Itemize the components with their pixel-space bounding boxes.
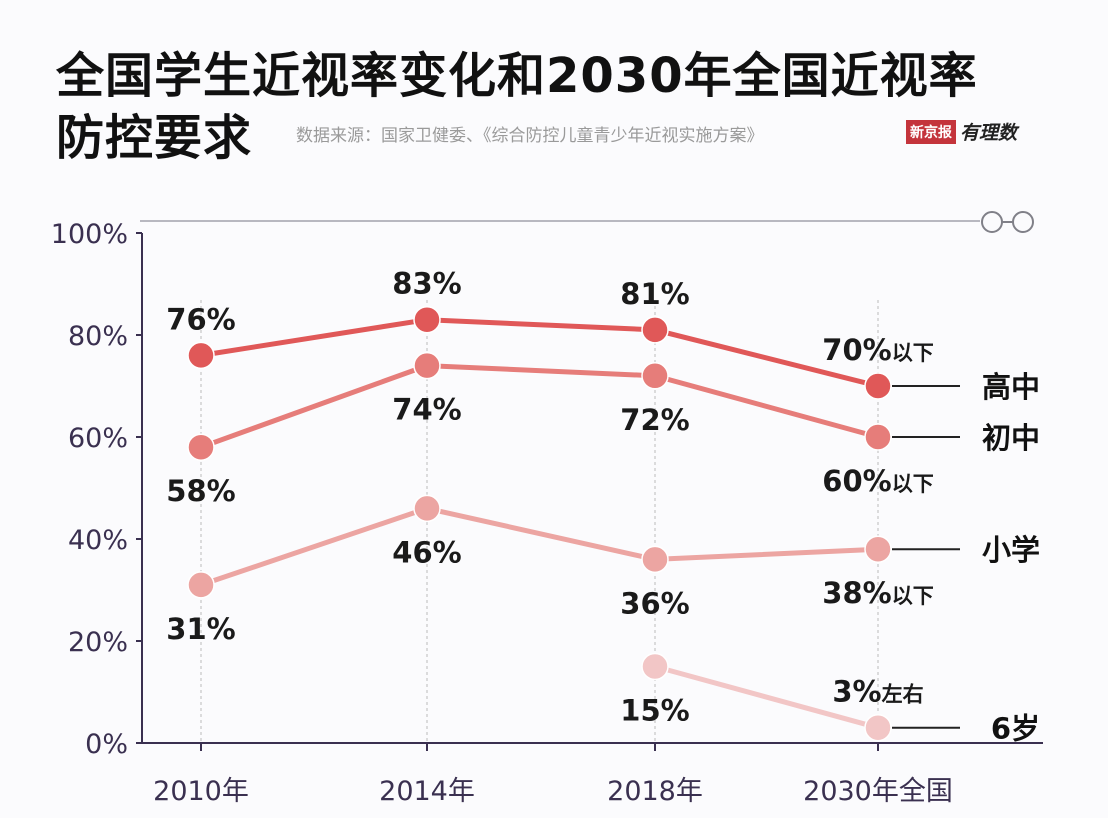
data-label: 60%以下 (822, 464, 933, 498)
data-label: 46% (392, 535, 461, 569)
x-tick-label: 2014年 (379, 776, 475, 807)
series-label: 初中 (982, 421, 1040, 455)
data-point (187, 571, 215, 599)
chart-title-line1: 全国学生近视率变化和2030年全国近视率 (56, 48, 978, 104)
decor-circle-icon (981, 211, 1003, 233)
y-tick-label: 40% (68, 525, 128, 556)
x-tick-label: 2030年全国 (803, 776, 953, 807)
series-line-6岁 (654, 664, 879, 731)
data-label: 76% (166, 302, 235, 336)
y-tick-label: 60% (68, 423, 128, 454)
logo-youlishu: 有理数 (960, 122, 1018, 144)
data-point (641, 316, 669, 344)
data-label: 74% (392, 393, 461, 427)
logo-xinjingbao: 新京报 (906, 119, 956, 144)
data-point (864, 423, 892, 451)
data-label: 72% (620, 403, 689, 437)
data-label: 36% (620, 586, 689, 620)
decor-circle-icon (1012, 211, 1034, 233)
data-point (413, 494, 441, 523)
data-label: 38%以下 (822, 576, 933, 610)
data-point (413, 305, 441, 334)
data-label: 15% (620, 694, 689, 728)
data-label: 70%以下 (822, 333, 933, 367)
series-label: 6岁 (991, 712, 1040, 746)
data-point (641, 545, 669, 574)
data-point (413, 351, 441, 380)
data-source: 数据来源：国家卫健委、《综合防控儿童青少年近视实施方案》 (296, 126, 764, 146)
data-point (864, 713, 892, 742)
data-label: 58% (166, 474, 235, 508)
data-label: 3%左右 (832, 675, 923, 709)
y-tick-label: 100% (51, 219, 128, 250)
series-line-高中 (200, 317, 879, 389)
data-label: 81% (620, 277, 689, 311)
data-point (641, 362, 669, 390)
series-label: 高中 (982, 370, 1040, 404)
chart-title-line2: 防控要求 (56, 110, 253, 166)
y-tick-label: 0% (85, 729, 128, 760)
publisher-logo: 新京报 有理数 (906, 118, 1017, 145)
data-point (864, 535, 892, 563)
series-label: 小学 (982, 533, 1040, 567)
data-label: 31% (166, 612, 235, 646)
series-line-小学 (200, 505, 879, 588)
data-label: 83% (392, 267, 461, 301)
y-tick-label: 20% (68, 627, 128, 658)
y-tick-label: 80% (68, 321, 128, 352)
data-point (641, 652, 669, 681)
x-tick-label: 2010年 (153, 776, 249, 807)
x-tick-label: 2018年 (607, 776, 703, 807)
series-line-初中 (200, 363, 879, 450)
data-point (187, 341, 215, 370)
data-point (187, 433, 215, 461)
data-point (864, 372, 892, 400)
